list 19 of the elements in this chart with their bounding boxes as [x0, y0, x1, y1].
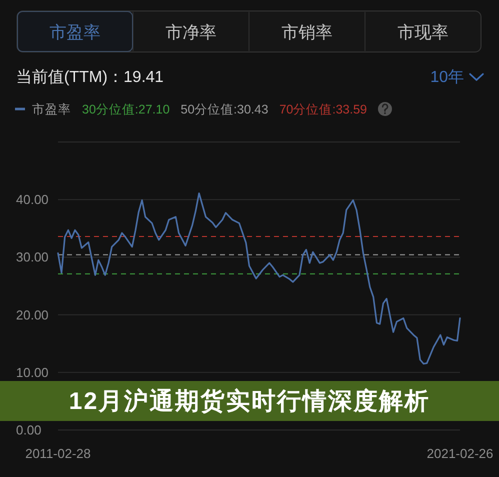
text: 市销率: [282, 23, 332, 42]
text: 市净率: [166, 23, 216, 42]
ref-line-label: 50分位值:30.43: [180, 102, 268, 116]
y-tick-label: 30.00: [16, 250, 49, 265]
text: 市现率: [398, 23, 448, 42]
line-series: [57, 192, 461, 365]
x-tick-label: 2011-02-28: [25, 446, 91, 461]
text: 当前值(TTM)：19.41: [16, 68, 164, 86]
x-tick-label: 2021-02-26: [426, 446, 494, 461]
y-tick-label: 0.00: [16, 422, 42, 438]
text: 10年: [430, 69, 464, 86]
y-tick-label: 40.00: [16, 192, 49, 208]
ref-line-label: 70分位值:33.59: [279, 102, 368, 116]
text: 12月沪通期货实时行情深度解析: [68, 387, 430, 415]
y-tick-label: 20.00: [16, 307, 49, 322]
y-tick-label: 10.00: [16, 364, 49, 380]
ref-line-label: 30分位值:27.10: [82, 102, 170, 116]
legend-label: 市盈率: [32, 102, 71, 116]
text: 市盈率: [50, 23, 100, 42]
